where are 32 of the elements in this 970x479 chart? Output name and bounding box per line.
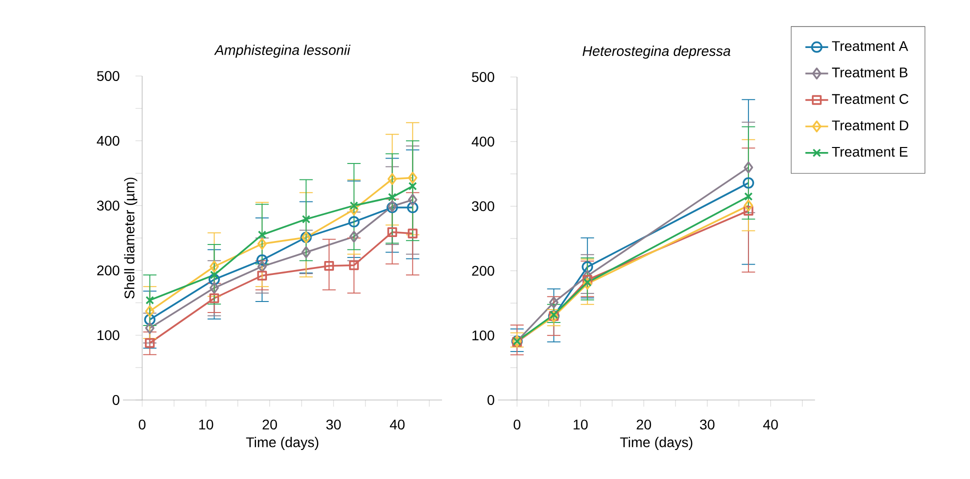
x-axis-title: Time (days) bbox=[620, 436, 692, 450]
legend-label: Treatment A bbox=[832, 41, 908, 52]
y-tick-label: 0 bbox=[112, 395, 120, 405]
y-tick-label: 0 bbox=[488, 395, 494, 405]
x-tick-label: 20 bbox=[636, 420, 652, 430]
y-axis-title: Shell diameter (µm) bbox=[124, 178, 138, 299]
y-tick-label: 500 bbox=[97, 71, 120, 81]
chart-title: Amphistegina lessonii bbox=[214, 44, 350, 58]
y-tick-label: 300 bbox=[472, 201, 494, 212]
x-axis-title: Time (days) bbox=[246, 436, 318, 450]
legend-label: Treatment B bbox=[832, 68, 908, 78]
legend-label: Treatment D bbox=[832, 120, 908, 130]
x-tick-label: 0 bbox=[514, 420, 520, 430]
x-tick-label: 10 bbox=[574, 420, 588, 430]
y-tick-label: 400 bbox=[96, 136, 120, 146]
legend-label: Treatment E bbox=[832, 146, 908, 157]
x-tick-label: 10 bbox=[199, 420, 214, 430]
y-tick-label: 500 bbox=[472, 72, 494, 82]
legend-label: Treatment C bbox=[832, 94, 908, 104]
y-tick-label: 200 bbox=[97, 265, 120, 276]
x-tick-label: 30 bbox=[326, 420, 341, 430]
x-tick-label: 40 bbox=[763, 420, 778, 430]
y-tick-label: 200 bbox=[472, 266, 494, 276]
y-tick-label: 300 bbox=[97, 200, 120, 211]
x-tick-label: 30 bbox=[700, 420, 714, 430]
y-tick-label: 100 bbox=[98, 330, 120, 340]
x-tick-label: 0 bbox=[138, 420, 146, 430]
x-tick-label: 40 bbox=[390, 420, 405, 430]
y-tick-label: 400 bbox=[472, 136, 494, 147]
x-tick-label: 20 bbox=[262, 420, 277, 430]
chart-title: Heterostegina depressa bbox=[582, 46, 730, 59]
y-tick-label: 100 bbox=[472, 330, 494, 340]
